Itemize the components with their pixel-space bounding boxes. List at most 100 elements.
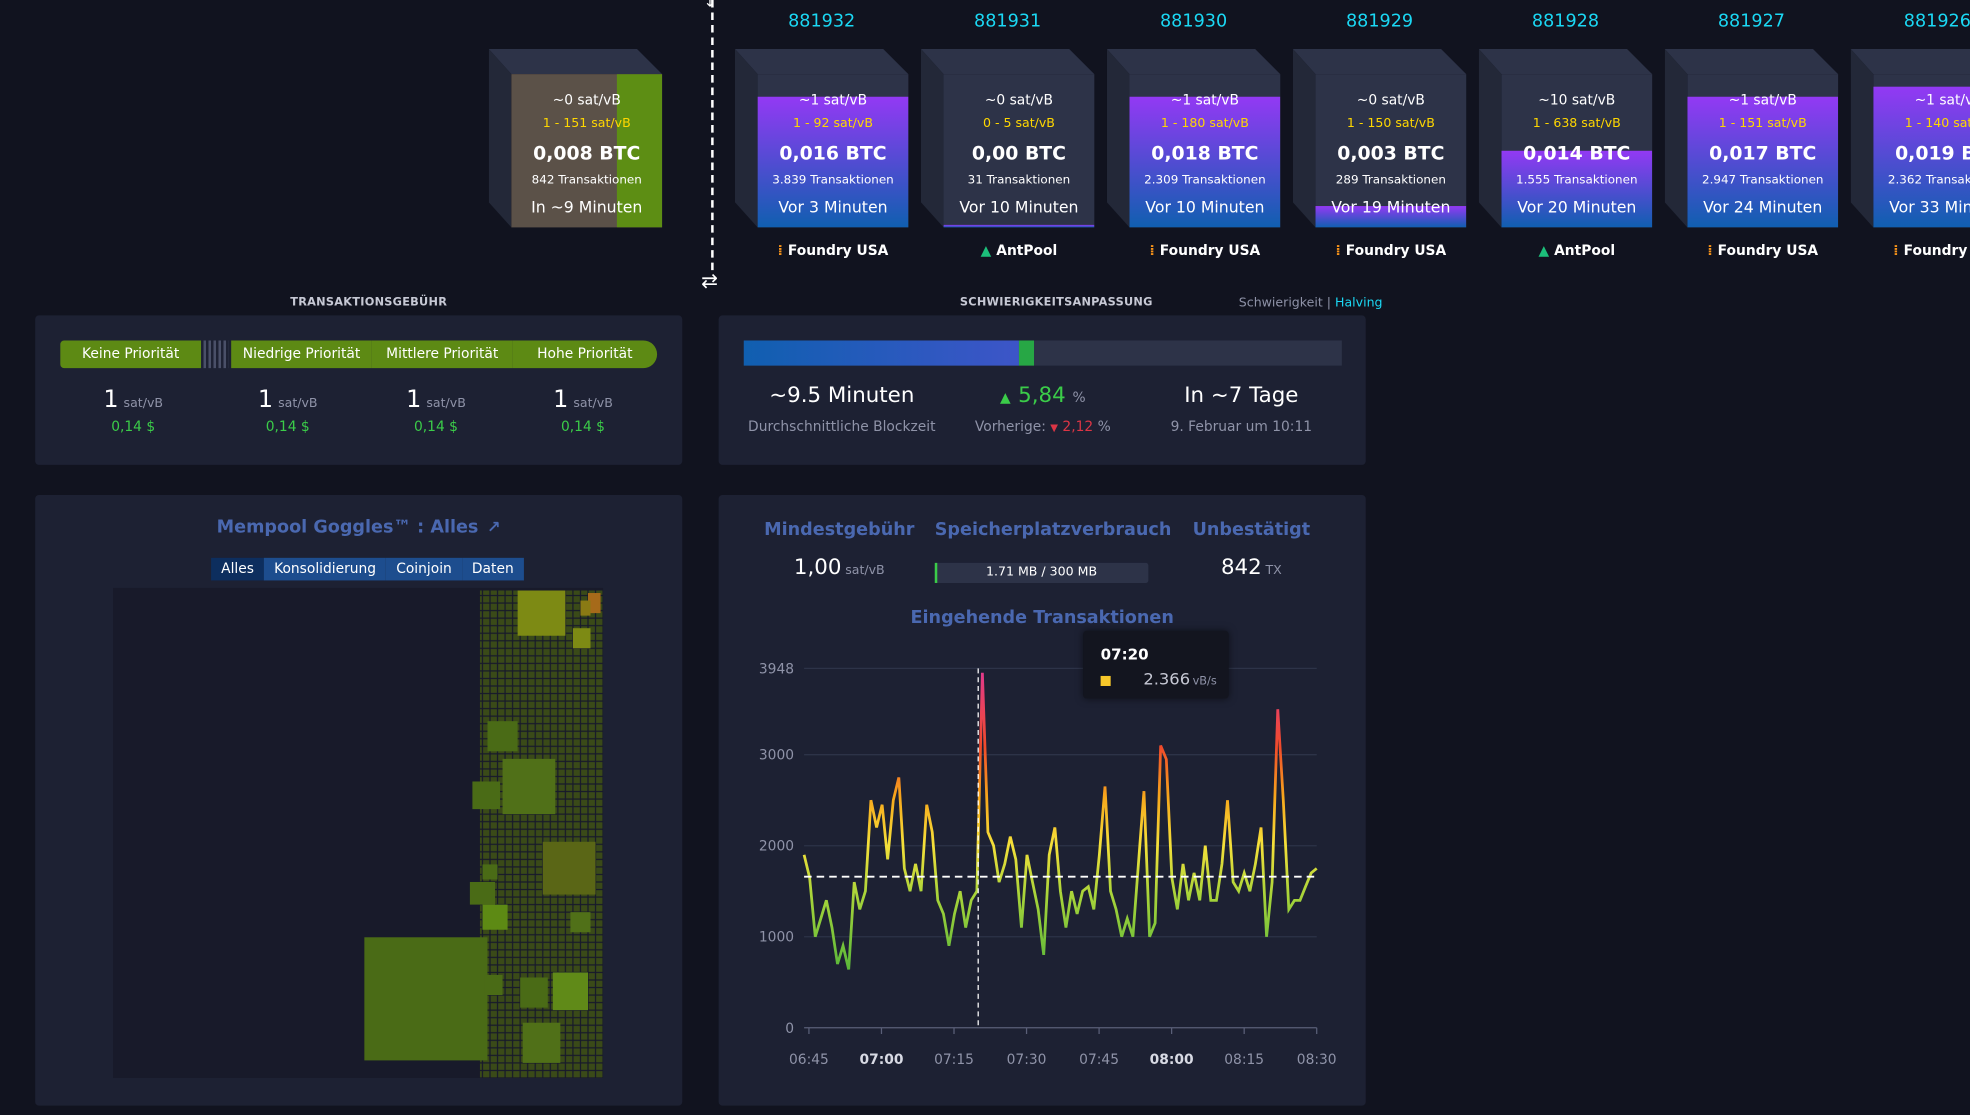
- fee-unit: sat/vB: [123, 397, 164, 411]
- fees-section-title: TRANSAKTIONSGEBÜHR: [290, 296, 448, 310]
- fee-usd: 0,14 $: [265, 418, 310, 435]
- block-881929[interactable]: 881929 ~0 sat/vB 1 - 150 sat/vB 0,003 BTC 28…: [1292, 11, 1467, 259]
- block-top: [1664, 48, 1839, 75]
- tab-alles[interactable]: Alles: [211, 557, 265, 581]
- antpool-icon: ▲: [980, 242, 992, 259]
- y-tick-label: 1000: [759, 930, 794, 946]
- block-time: Vor 3 Minuten: [778, 197, 888, 217]
- block-height[interactable]: 881929: [1345, 11, 1414, 32]
- tx-square: [542, 841, 596, 895]
- block-881928[interactable]: 881928 ~10 sat/vB 1 - 638 sat/vB 0,014 BTC 1…: [1478, 11, 1653, 259]
- block-height[interactable]: 881928: [1531, 11, 1600, 32]
- tx-square: [517, 590, 566, 636]
- avg-time-value: ~9.5 Minuten: [769, 383, 915, 409]
- min-fee-label: Mindestgebühr: [764, 520, 915, 541]
- block-front: ~0 sat/vB 1 - 150 sat/vB 0,003 BTC 289 Tran…: [1315, 74, 1467, 228]
- block-pool[interactable]: ▲ AntPool: [944, 242, 1095, 258]
- goggles-panel: Mempool Goggles™ : Alles ↗ Alles Konsoli…: [35, 495, 683, 1106]
- mempool-treemap[interactable]: [113, 587, 604, 1078]
- fee-none: 1 sat/vB 0,14 $: [64, 386, 202, 435]
- eta-date: 9. Februar um 10:11: [1170, 418, 1313, 435]
- block-pool[interactable]: ⁞Foundry USA: [1315, 242, 1466, 258]
- block-fill: [1315, 205, 1467, 228]
- block-fee: ~1 sat/vB: [1914, 91, 1970, 109]
- block-side: [1292, 48, 1316, 228]
- down-triangle-icon: ▼: [1050, 422, 1059, 434]
- priority-medium: Mittlere Priorität: [371, 340, 513, 369]
- block-top: [488, 48, 663, 75]
- block-fill: [1501, 150, 1653, 228]
- block-time: Vor 20 Minuten: [1517, 197, 1637, 217]
- block-height[interactable]: 881930: [1159, 11, 1228, 32]
- block-fee-range: 1 - 151 sat/vB: [542, 116, 631, 131]
- block-height[interactable]: 881931: [974, 11, 1042, 32]
- block-fee-range: 1 - 151 sat/vB: [1718, 116, 1807, 131]
- pool-name: AntPool: [1554, 242, 1616, 259]
- difficulty-progress-fill: [743, 340, 1019, 366]
- block-height[interactable]: 881927: [1717, 11, 1785, 32]
- next-adjustment: In ~7 Tage 9. Februar um 10:11: [1141, 383, 1342, 435]
- unconfirmed-value: 842: [1220, 555, 1262, 581]
- tx-square: [580, 600, 591, 616]
- block-btc: 0,003 BTC: [1337, 141, 1445, 165]
- change-value: 5,84: [1018, 383, 1066, 409]
- block-front: ~10 sat/vB 1 - 638 sat/vB 0,014 BTC 1.555 T…: [1501, 74, 1653, 228]
- block-pool[interactable]: ⁞Foundry USA: [1873, 242, 1970, 258]
- tab-daten[interactable]: Daten: [461, 557, 524, 581]
- y-tick-label: 3000: [759, 748, 794, 764]
- avg-time-label: Durchschnittliche Blockzeit: [748, 418, 936, 435]
- block-881930[interactable]: 881930 ~1 sat/vB 1 - 180 sat/vB 0,018 BTC 2.…: [1106, 11, 1281, 259]
- block-pool[interactable]: ⁞Foundry USA: [1130, 242, 1281, 258]
- block-fee-range: 1 - 150 sat/vB: [1346, 116, 1435, 131]
- block-tx-count: 1.555 Transaktionen: [1516, 173, 1638, 188]
- difficulty-section-title: SCHWIERIGKEITSANPASSUNG: [959, 296, 1153, 310]
- mempool-panel: Mindestgebühr 1,00 sat/vB Speicherplatzve…: [718, 495, 1366, 1106]
- memory-stat: Speicherplatzverbrauch: [935, 520, 1172, 540]
- swap-icon[interactable]: ⇄: [701, 268, 718, 293]
- priority-none: Keine Priorität: [60, 340, 202, 369]
- halving-link[interactable]: Halving: [1335, 296, 1383, 311]
- block-side: [1664, 48, 1688, 228]
- tx-square: [364, 937, 488, 1061]
- block-fee: ~0 sat/vB: [1356, 91, 1425, 109]
- tx-square: [520, 977, 548, 1008]
- up-triangle-icon: ▲: [999, 389, 1011, 406]
- foundry-icon: ⁞: [1149, 242, 1155, 259]
- block-fee: ~10 sat/vB: [1538, 91, 1616, 109]
- difficulty-panel: ~9.5 Minuten Durchschnittliche Blockzeit…: [718, 315, 1366, 465]
- series-line: [802, 672, 1318, 970]
- fees-panel: Keine Priorität Niedrige Priorität Mittl…: [35, 315, 683, 465]
- difficulty-progress-bar: [743, 340, 1342, 366]
- fee-usd: 0,14 $: [413, 418, 458, 435]
- incoming-tx-chart[interactable]: 0 1000 2000 3000 3948 06:45 07:00 07:15 07:30 07:…: [719, 495, 1366, 1106]
- block-top: [1292, 48, 1467, 75]
- block-height[interactable]: 881932: [788, 11, 856, 32]
- tx-square: [482, 904, 508, 930]
- block-881926[interactable]: 881926 ~1 sat/vB 1 - 140 sat/vB 0,019 BTC 2.…: [1850, 11, 1970, 259]
- block-881927[interactable]: 881927 ~1 sat/vB 1 - 151 sat/vB 0,017 BTC 2.…: [1664, 11, 1839, 259]
- block-side: [1478, 48, 1502, 228]
- goggles-title[interactable]: Mempool Goggles™ : Alles ↗: [35, 518, 682, 538]
- block-time: In ~9 Minuten: [531, 197, 643, 217]
- fee-high: 1 sat/vB 0,14 $: [514, 386, 652, 435]
- block-881932[interactable]: 881932 ~1 sat/vB 1 - 92 sat/vB 0,016 BTC 3.8…: [734, 11, 909, 259]
- y-tick-label: 2000: [759, 839, 794, 855]
- block-fee-range: 1 - 638 sat/vB: [1532, 116, 1621, 131]
- block-pool[interactable]: ▲ AntPool: [1501, 242, 1652, 258]
- tab-konsolidierung[interactable]: Konsolidierung: [264, 557, 387, 581]
- difficulty-link[interactable]: Schwierigkeit: [1238, 296, 1323, 311]
- goggles-tabs: Alles Konsolidierung Coinjoin Daten: [211, 557, 524, 581]
- block-pool[interactable]: ⁞Foundry USA: [1687, 242, 1838, 258]
- tab-coinjoin[interactable]: Coinjoin: [386, 557, 462, 581]
- foundry-icon: ⁞: [1335, 242, 1341, 259]
- block-pool[interactable]: ⁞Foundry USA: [758, 242, 909, 258]
- pool-name: Foundry USA: [1717, 242, 1819, 259]
- antpool-icon: ▲: [1538, 242, 1550, 259]
- block-time: Vor 10 Minuten: [1145, 197, 1265, 217]
- block-tx-count: 2.362 Transaktionen: [1887, 173, 1970, 188]
- pending-block[interactable]: ~0 sat/vB 1 - 151 sat/vB 0,008 BTC 842 T…: [488, 48, 663, 228]
- block-side: [734, 48, 758, 228]
- chart-title: Eingehende Transaktionen: [910, 608, 1174, 629]
- block-height[interactable]: 881926: [1903, 11, 1970, 32]
- block-881931[interactable]: 881931 ~0 sat/vB 0 - 5 sat/vB 0,00 BTC 31 Tr…: [920, 11, 1095, 259]
